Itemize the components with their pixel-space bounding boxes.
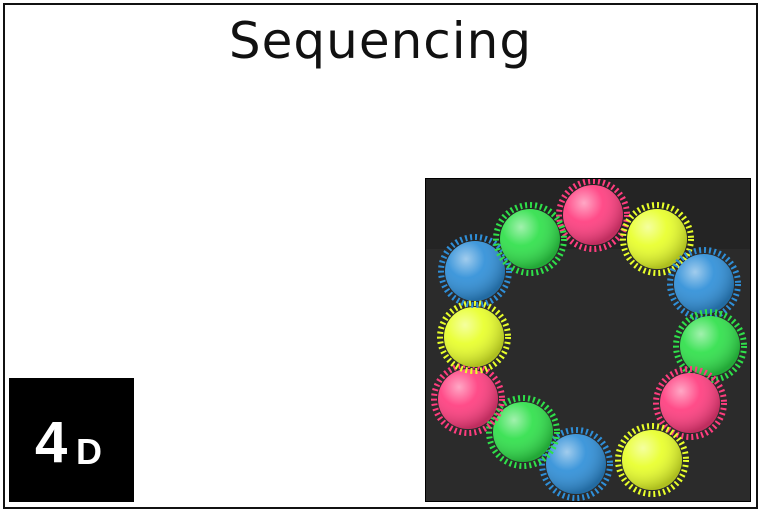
spiky-ball-yellow — [437, 300, 511, 374]
spiky-ball-blue — [438, 234, 512, 308]
card-letter: D — [76, 431, 102, 472]
spiky-ball-pink — [556, 179, 630, 252]
spiky-ball-green — [493, 202, 567, 276]
spiky-ball-pink — [431, 362, 505, 436]
spiky-ball-yellow — [620, 202, 694, 276]
spiky-balls-illustration — [426, 179, 750, 501]
spiky-ball-green — [486, 395, 560, 469]
spiky-ball-yellow — [615, 423, 689, 497]
page-title: Sequencing — [228, 12, 533, 70]
spiky-ball-blue — [539, 427, 613, 501]
spiky-ball-green — [673, 309, 747, 383]
spiky-ball-pink — [653, 366, 727, 440]
spiky-balls-photo — [425, 178, 751, 502]
spiky-ball-blue — [667, 247, 741, 321]
card-number-badge: 4 D — [9, 378, 134, 502]
card-number: 4 — [35, 410, 68, 475]
